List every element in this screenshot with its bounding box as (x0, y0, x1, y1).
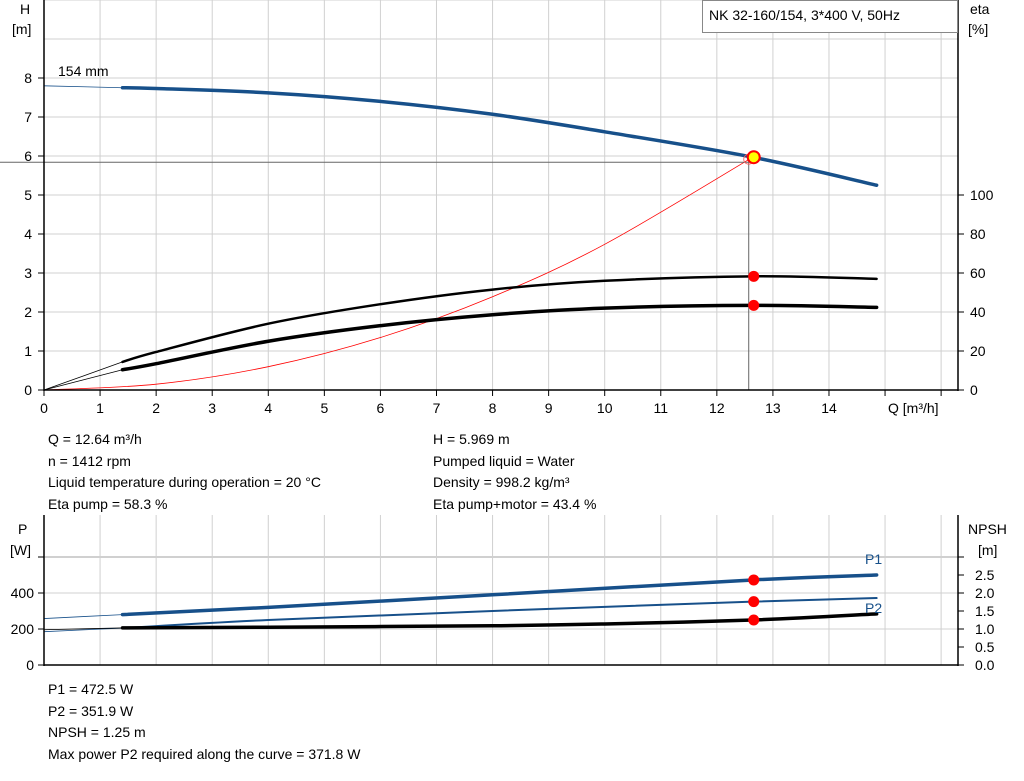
npsh-curve (120, 612, 879, 630)
grid-top (43, 0, 958, 390)
eta-axis-unit: [%] (968, 21, 988, 37)
info-eta-pump-motor: Eta pump+motor = 43.4 % (433, 495, 597, 512)
h-axis-unit: [m] (12, 21, 31, 37)
npsh-axis-label: NPSH (968, 521, 1007, 537)
p2-label: P2 (865, 600, 882, 616)
info-bottom: P1 = 472.5 W P2 = 351.9 W NPSH = 1.25 m … (48, 679, 360, 765)
duty-point-marker (746, 150, 761, 165)
q-tick-label: 1 (96, 400, 104, 416)
info-p1: P1 = 472.5 W (48, 681, 134, 697)
eta-tick-label: 40 (970, 304, 986, 320)
npsh-tick-label: 1.5 (975, 603, 995, 619)
q-tick-label: 14 (821, 400, 837, 416)
h-tick-label: 2 (24, 304, 32, 320)
eta-tick-label: 80 (970, 226, 986, 242)
eta-pump-motor-marker (748, 299, 760, 311)
curve-diameter-label: 154 mm (58, 63, 109, 79)
p1-label: P1 (865, 551, 882, 567)
info-npsh: NPSH = 1.25 m (48, 724, 146, 740)
info-head: H = 5.969 m (433, 431, 510, 447)
p2-curve (121, 597, 878, 630)
q-tick-label: 3 (208, 400, 216, 416)
npsh-tick-label: 0.0 (975, 657, 995, 673)
eta-pump-motor-curve-extension (43, 369, 123, 391)
info-flow: Q = 12.64 m³/h (48, 431, 142, 447)
npsh-tick-label: 2.5 (975, 567, 995, 583)
p-axis-unit: [W] (10, 542, 31, 558)
p-tick-label: 400 (11, 585, 35, 601)
pump-head-curve-extension (43, 85, 123, 89)
title-box (702, 0, 958, 33)
h-tick-label: 7 (24, 109, 32, 125)
q-tick-label: 4 (264, 400, 272, 416)
q-tick-label: 10 (597, 400, 613, 416)
p-axis-label: P (18, 521, 27, 537)
eta-pump-marker (748, 270, 760, 282)
p1-curve (120, 573, 879, 617)
p-tick-label: 200 (11, 621, 35, 637)
info-speed: n = 1412 rpm (48, 452, 131, 469)
p1-marker (748, 574, 760, 586)
curves (43, 85, 879, 633)
eta-pump-motor-curve (120, 303, 879, 372)
npsh-marker (748, 614, 760, 626)
pump-head-curve (120, 86, 879, 187)
npsh-curve-extension (43, 627, 123, 631)
npsh-tick-label: 2.0 (975, 585, 995, 601)
q-tick-label: 6 (377, 400, 385, 416)
system-curve (43, 156, 754, 391)
p-tick-label: 0 (26, 657, 34, 673)
h-tick-label: 4 (24, 226, 32, 242)
npsh-tick-label: 0.5 (975, 639, 995, 655)
h-axis-label: H (20, 1, 30, 17)
marks (0, 150, 761, 626)
q-tick-label: 11 (653, 400, 668, 416)
h-tick-label: 5 (24, 187, 32, 203)
h-tick-label: 3 (24, 265, 32, 281)
info-density: Density = 998.2 kg/m³ (433, 474, 570, 490)
info-max-p2: Max power P2 required along the curve = … (48, 745, 361, 762)
info-p2: P2 = 351.9 W (48, 702, 134, 719)
eta-pump-curve-extension (43, 361, 123, 391)
eta-tick-label: 100 (970, 187, 994, 203)
info-liquid: Pumped liquid = Water (433, 452, 575, 469)
q-tick-label: 5 (320, 400, 328, 416)
h-tick-label: 6 (24, 148, 32, 164)
p1-curve-extension (43, 614, 123, 619)
eta-tick-label: 20 (970, 343, 986, 359)
npsh-axis-unit: [m] (978, 542, 997, 558)
info-top-right: H = 5.969 m Pumped liquid = Water Densit… (433, 429, 596, 515)
q-tick-label: 12 (709, 400, 725, 416)
axes (38, 0, 964, 666)
grid-bottom (44, 515, 958, 665)
q-tick-label: 8 (489, 400, 497, 416)
q-axis-label: Q [m³/h] (888, 400, 939, 416)
eta-tick-label: 0 (970, 382, 978, 398)
h-tick-label: 0 (24, 382, 32, 398)
q-tick-label: 13 (765, 400, 781, 416)
q-tick-label: 7 (433, 400, 441, 416)
q-tick-label: 9 (545, 400, 553, 416)
eta-tick-label: 60 (970, 265, 986, 281)
q-tick-label: 2 (152, 400, 160, 416)
npsh-tick-label: 1.0 (975, 621, 995, 637)
title-text: NK 32-160/154, 3*400 V, 50Hz (709, 7, 900, 23)
h-tick-label: 1 (24, 343, 32, 359)
eta-axis-label: eta (970, 1, 990, 17)
h-tick-label: 8 (24, 70, 32, 86)
info-top-left: Q = 12.64 m³/h n = 1412 rpm Liquid tempe… (48, 429, 321, 515)
info-temperature: Liquid temperature during operation = 20… (48, 474, 321, 490)
p2-marker (748, 596, 760, 608)
info-eta-pump: Eta pump = 58.3 % (48, 495, 168, 512)
q-tick-label: 0 (40, 400, 48, 416)
